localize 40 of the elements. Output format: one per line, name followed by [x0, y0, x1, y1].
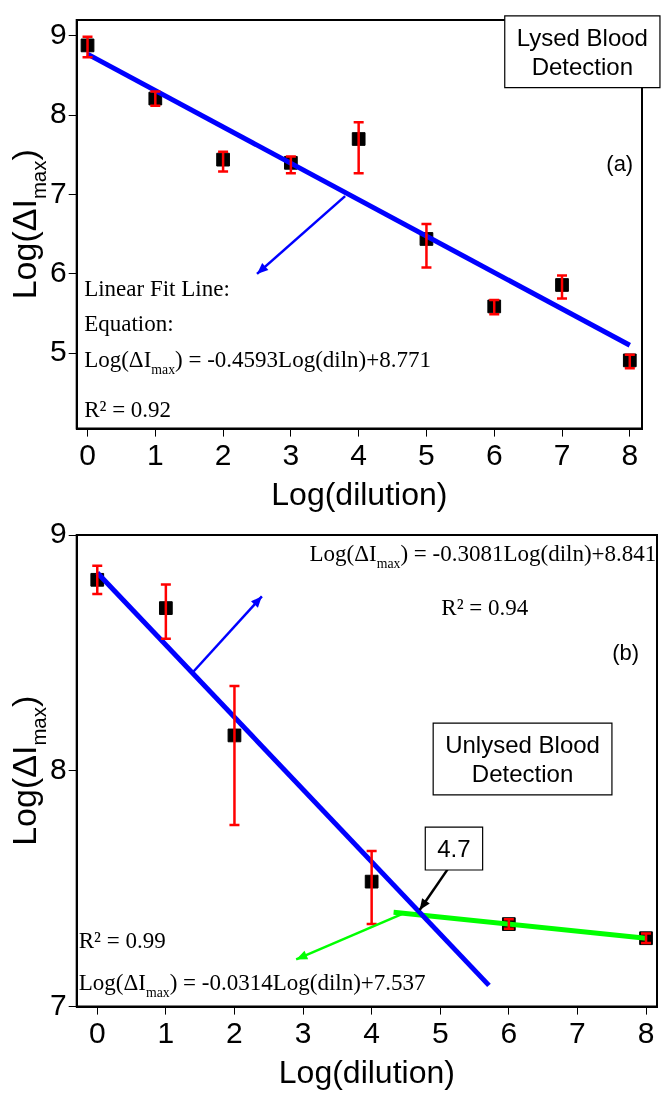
- x-tick-label: 4: [350, 437, 368, 471]
- x-tick-label: 8: [637, 1015, 655, 1049]
- x-tick-label: 7: [569, 1015, 586, 1049]
- y-tick-label: 6: [50, 255, 67, 289]
- annotation: Lysed Blood Detection: [516, 23, 648, 80]
- x-tick-label: 6: [485, 437, 503, 471]
- annotation: Equation:: [84, 311, 174, 337]
- annotation: Linear Fit Line:: [84, 276, 230, 302]
- annotation: 4.7: [437, 835, 471, 863]
- annotation: R² = 0.92: [84, 396, 172, 422]
- x-tick-label: 5: [431, 1015, 449, 1049]
- y-tick-label: 9: [50, 516, 67, 550]
- x-tick-label: 5: [418, 437, 435, 471]
- x-tick-label: 3: [282, 437, 300, 471]
- x-tick-label: 1: [157, 1015, 175, 1049]
- x-tick-label: 2: [226, 1015, 243, 1049]
- annotation: (a): [606, 150, 634, 176]
- y-tick-label: 9: [50, 17, 67, 51]
- y-tick-label: 8: [50, 96, 67, 130]
- y-axis-title: Log(ΔImax): [5, 695, 51, 846]
- y-axis-title: Log(ΔImax): [5, 149, 51, 300]
- x-tick-label: 0: [88, 1015, 106, 1049]
- x-tick-label: 6: [500, 1015, 518, 1049]
- x-tick-label: 2: [214, 437, 232, 471]
- x-axis-title: Log(dilution): [271, 475, 448, 512]
- y-tick-label: 7: [50, 175, 67, 209]
- x-axis-title: Log(dilution): [278, 1053, 455, 1090]
- x-tick-label: 0: [79, 437, 96, 471]
- x-tick-label: 8: [621, 437, 639, 471]
- annotation: R² = 0.99: [78, 927, 166, 953]
- x-tick-label: 3: [294, 1015, 312, 1049]
- annotation: Unlysed Blood Detection: [445, 731, 600, 787]
- y-tick-label: 5: [50, 334, 67, 368]
- x-tick-label: 4: [363, 1015, 380, 1049]
- x-tick-label: 1: [146, 437, 164, 471]
- x-tick-label: 7: [553, 437, 571, 471]
- y-tick-label: 7: [50, 987, 67, 1021]
- y-tick-label: 8: [50, 752, 67, 786]
- annotation: R² = 0.94: [441, 595, 529, 621]
- annotation: (b): [612, 639, 640, 665]
